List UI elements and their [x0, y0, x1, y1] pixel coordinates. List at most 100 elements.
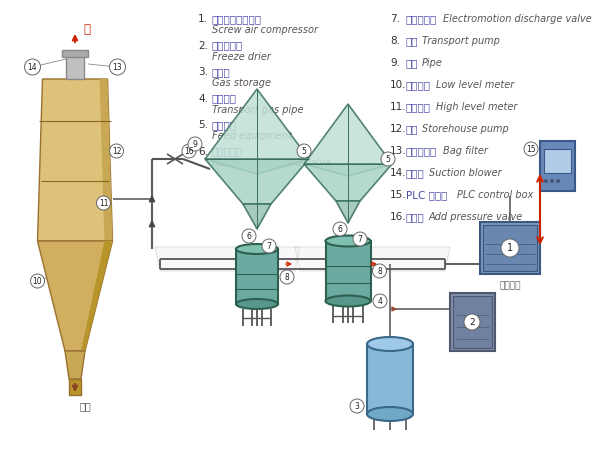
Text: 6: 6	[247, 232, 251, 241]
Text: 4.: 4.	[198, 93, 208, 104]
Circle shape	[556, 179, 560, 183]
Text: 4: 4	[377, 296, 382, 305]
Circle shape	[262, 239, 276, 253]
Text: 8: 8	[377, 266, 382, 275]
Text: 5: 5	[302, 146, 307, 156]
Text: Freeze drier: Freeze drier	[212, 52, 271, 61]
Text: 装车: 装车	[80, 401, 92, 411]
Ellipse shape	[367, 407, 413, 421]
Text: 1: 1	[507, 243, 513, 253]
Bar	[453, 296, 492, 348]
Polygon shape	[37, 79, 113, 241]
Text: 14: 14	[28, 62, 37, 71]
Text: 14.: 14.	[390, 168, 407, 178]
Text: 9: 9	[193, 139, 197, 149]
Text: High level meter: High level meter	[436, 102, 517, 112]
Bar	[325, 241, 371, 301]
Circle shape	[188, 137, 202, 151]
Text: 气: 气	[83, 23, 90, 36]
Bar	[480, 222, 540, 274]
Text: 输气管道: 输气管道	[212, 93, 237, 104]
Polygon shape	[81, 241, 113, 351]
Circle shape	[97, 196, 110, 210]
Text: Storehouse pump: Storehouse pump	[422, 124, 509, 134]
Circle shape	[350, 399, 364, 413]
Text: 10.: 10.	[390, 80, 407, 90]
Circle shape	[333, 222, 347, 236]
Bar	[367, 344, 413, 414]
Text: 引风机: 引风机	[406, 168, 425, 178]
Text: 15.: 15.	[390, 190, 407, 200]
Text: 6.: 6.	[198, 146, 208, 157]
Bar	[62, 50, 88, 57]
Circle shape	[544, 179, 548, 183]
Text: 仓泵: 仓泵	[406, 36, 419, 46]
Circle shape	[110, 59, 125, 75]
Text: 13.: 13.	[390, 146, 407, 156]
Ellipse shape	[367, 337, 413, 351]
Text: 6: 6	[338, 225, 343, 234]
Circle shape	[297, 144, 311, 158]
Text: Pipe: Pipe	[422, 58, 443, 68]
Ellipse shape	[325, 235, 371, 247]
Circle shape	[381, 152, 395, 166]
Text: Handle flashboard valve: Handle flashboard valve	[212, 158, 331, 167]
Text: 低料位计: 低料位计	[406, 80, 431, 90]
Polygon shape	[155, 247, 300, 271]
Text: 15: 15	[526, 144, 536, 153]
Text: 5: 5	[386, 154, 391, 164]
Text: 11.: 11.	[390, 102, 407, 112]
Text: 增压器: 增压器	[406, 212, 425, 222]
Text: 8.: 8.	[390, 36, 400, 46]
Circle shape	[280, 270, 294, 284]
Text: 排料装置: 排料装置	[212, 120, 237, 130]
Text: Low level meter: Low level meter	[436, 80, 514, 90]
Circle shape	[31, 274, 44, 288]
Text: 1.: 1.	[198, 14, 208, 24]
Circle shape	[25, 59, 41, 75]
Polygon shape	[65, 351, 85, 379]
Polygon shape	[205, 89, 309, 174]
Text: 2: 2	[469, 318, 475, 326]
Text: 7: 7	[358, 234, 362, 243]
Text: PLC 控制箱: PLC 控制箱	[406, 190, 448, 200]
Text: 压缩空气: 压缩空气	[500, 281, 521, 290]
Circle shape	[550, 179, 554, 183]
Polygon shape	[304, 164, 392, 201]
Text: 11: 11	[99, 198, 108, 207]
Text: Transport pump: Transport pump	[422, 36, 500, 46]
Circle shape	[373, 264, 386, 278]
Polygon shape	[304, 104, 392, 176]
Circle shape	[182, 144, 196, 158]
Text: 8: 8	[284, 272, 289, 281]
Polygon shape	[37, 241, 113, 351]
Bar	[540, 141, 575, 191]
Text: 管道: 管道	[406, 58, 419, 68]
Ellipse shape	[236, 244, 278, 254]
Text: 手动插板阀: 手动插板阀	[212, 146, 243, 157]
Circle shape	[464, 314, 480, 330]
Text: 16: 16	[184, 146, 194, 156]
Text: Transport gas pipe: Transport gas pipe	[212, 105, 304, 114]
Text: 袋式过滤器: 袋式过滤器	[406, 146, 437, 156]
Text: 2.: 2.	[198, 40, 208, 51]
Text: Electromotion discharge valve: Electromotion discharge valve	[443, 14, 592, 24]
Text: Bag filter: Bag filter	[443, 146, 488, 156]
Text: 16.: 16.	[390, 212, 407, 222]
Bar	[236, 249, 278, 304]
Text: 7.: 7.	[390, 14, 400, 24]
Circle shape	[373, 294, 387, 308]
Text: 储气罐: 储气罐	[212, 67, 231, 77]
Text: 料仓: 料仓	[406, 124, 419, 134]
Polygon shape	[205, 159, 309, 204]
Bar	[66, 51, 84, 79]
Text: 高料位计: 高料位计	[406, 102, 431, 112]
Text: Screw air compressor: Screw air compressor	[212, 25, 318, 35]
Text: 5.: 5.	[198, 120, 208, 130]
Text: Gas storage: Gas storage	[212, 78, 271, 88]
Ellipse shape	[325, 295, 371, 307]
Text: 13: 13	[113, 62, 122, 71]
Circle shape	[524, 142, 538, 156]
Text: 10: 10	[32, 277, 43, 286]
Polygon shape	[336, 201, 360, 223]
